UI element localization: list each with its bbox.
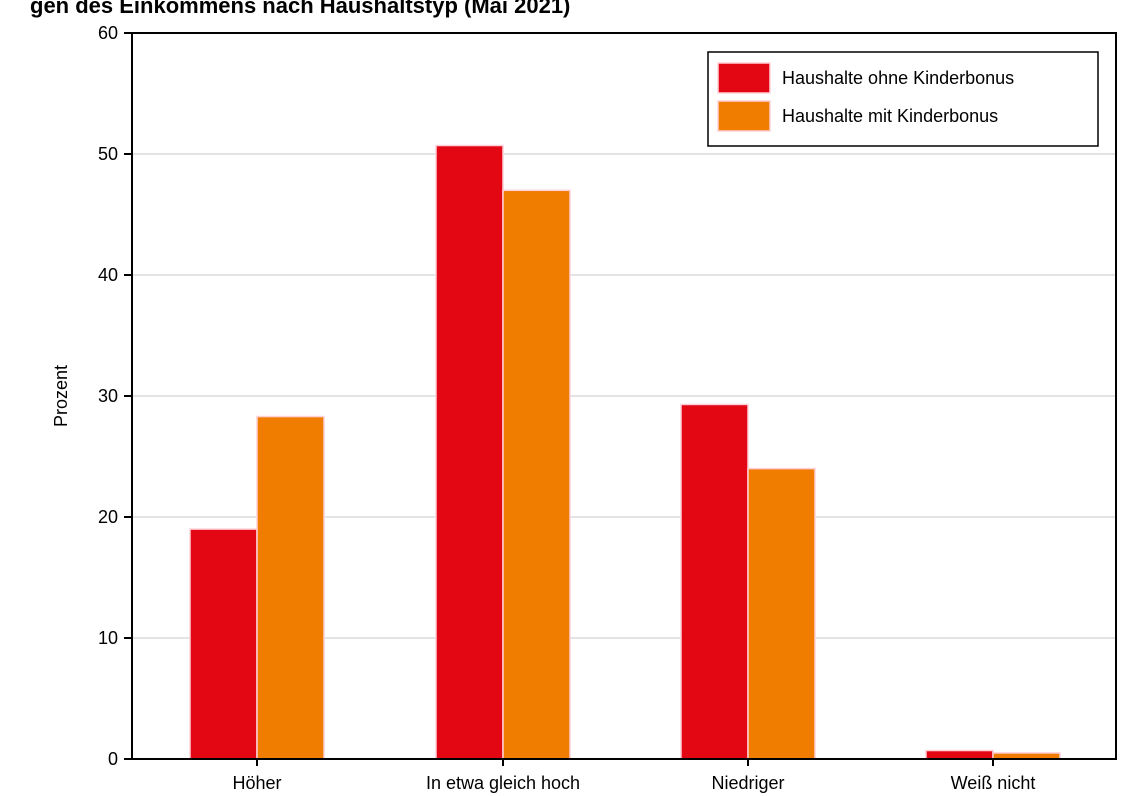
bar (189, 528, 258, 760)
x-tick-label: Höher (232, 773, 281, 793)
legend-swatch (717, 100, 771, 132)
bars (189, 144, 1061, 760)
y-tick-label: 30 (98, 386, 118, 406)
y-axis-label: Prozent (51, 365, 71, 427)
y-tick-label: 40 (98, 265, 118, 285)
legend-box (707, 51, 1099, 147)
x-tick-labels: Höher In etwa gleich hoch Niedriger Weiß ni… (232, 773, 1035, 793)
y-tick-label: 60 (98, 23, 118, 43)
y-tick-label: 0 (108, 749, 118, 769)
bar (435, 144, 504, 760)
legend-label: Haushalte ohne Kinderbonus (782, 68, 1014, 88)
bar (502, 189, 571, 760)
x-tick-label: In etwa gleich hoch (426, 773, 580, 793)
legend: Haushalte ohne Kinderbonus Haushalte mit … (707, 51, 1099, 147)
bar (925, 749, 994, 760)
legend-label: Haushalte mit Kinderbonus (782, 106, 998, 126)
axes (124, 32, 1117, 766)
bar (747, 467, 816, 760)
x-tick-label: Weiß nicht (951, 773, 1036, 793)
legend-swatch (717, 62, 771, 94)
y-tick-label: 20 (98, 507, 118, 527)
y-tick-label: 10 (98, 628, 118, 648)
x-tick-label: Niedriger (711, 773, 784, 793)
bar (680, 403, 749, 760)
y-tick-label: 50 (98, 144, 118, 164)
bar (256, 415, 325, 760)
chart-title: gen des Einkommens nach Haushaltstyp (Ma… (30, 0, 570, 18)
y-tick-labels: 0 10 20 30 40 50 60 (98, 23, 118, 769)
